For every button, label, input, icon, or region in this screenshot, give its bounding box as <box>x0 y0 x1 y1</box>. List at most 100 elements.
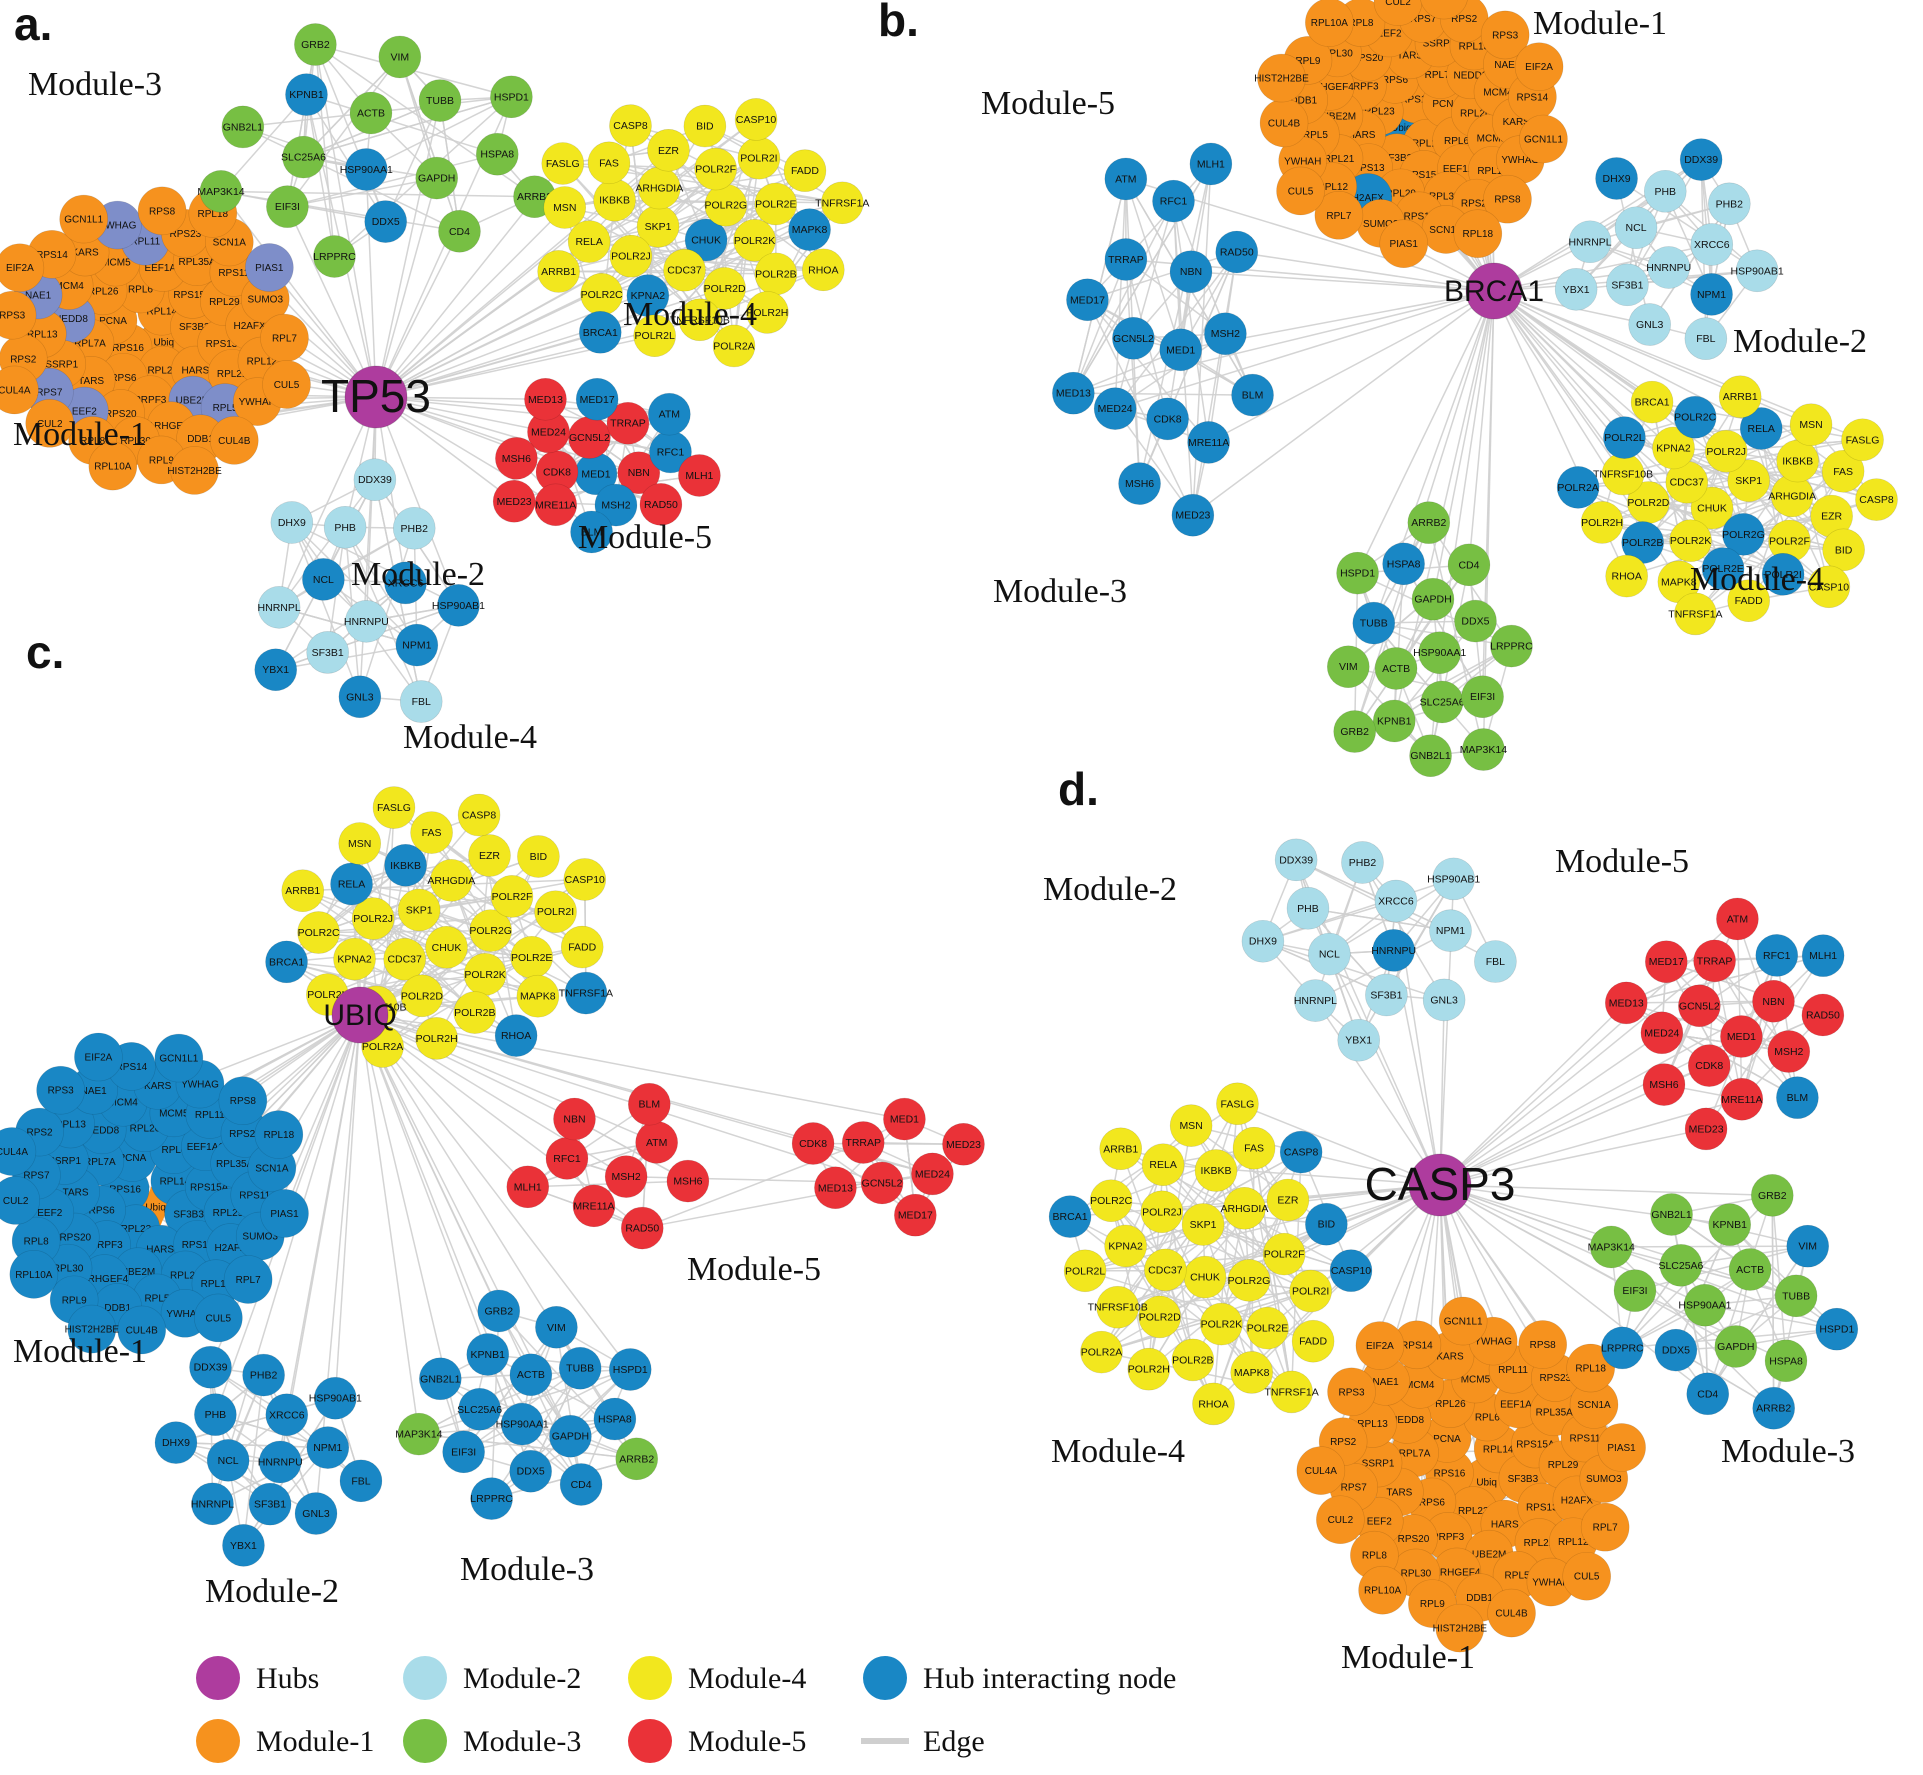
node-label-MCM5: MCM5 <box>1477 133 1507 144</box>
node-label-YWHAG: YWHAG <box>1501 155 1539 166</box>
node-label-POLR2F: POLR2F <box>492 891 533 903</box>
node-POLR2G <box>1722 513 1765 556</box>
node-CUL4A <box>0 365 39 415</box>
node-label-DHX9: DHX9 <box>1603 173 1631 185</box>
node-label-DDX39: DDX39 <box>1684 154 1718 166</box>
legend-label-Module-2: Module-2 <box>463 1662 581 1695</box>
node-label-GRB2: GRB2 <box>484 1305 513 1317</box>
node-label-GRB2: GRB2 <box>1758 1190 1787 1202</box>
node-FAS <box>410 811 453 854</box>
node-label-MLH1: MLH1 <box>1197 158 1225 170</box>
node-MSH2 <box>594 483 638 527</box>
node-label-RPS15A: RPS15A <box>173 290 212 301</box>
node-label-RPL11: RPL11 <box>195 1110 225 1121</box>
node-label-TUBB: TUBB <box>426 95 454 107</box>
node-label-RPL12: RPL12 <box>1317 182 1348 193</box>
node-DDX5 <box>509 1449 552 1493</box>
node-CUL4B <box>1487 1588 1536 1638</box>
node-MED23 <box>1684 1107 1728 1151</box>
node-GNB2L1 <box>1650 1193 1693 1236</box>
hub-node-TP53 <box>344 365 408 429</box>
node-label-SCN1A: SCN1A <box>255 1163 289 1174</box>
node-label-RELA: RELA <box>1747 423 1774 435</box>
node-label-ARRB2: ARRB2 <box>619 1453 654 1465</box>
node-HIST2H2BE <box>1435 1603 1485 1653</box>
node-label-MED23: MED23 <box>1689 1123 1724 1135</box>
module-label-d-Module-5: Module-5 <box>1555 843 1689 880</box>
node-label-GAPDH: GAPDH <box>552 1431 589 1443</box>
node-label-CASP8: CASP8 <box>1284 1147 1319 1159</box>
node-EZR <box>1266 1178 1310 1222</box>
node-label-POLR2C: POLR2C <box>1674 412 1716 424</box>
node-MSH2 <box>1204 312 1247 356</box>
node-label-GAPDH: GAPDH <box>1414 594 1451 606</box>
node-CASP8 <box>1279 1130 1323 1174</box>
node-label-RPL35A: RPL35A <box>1536 1407 1574 1418</box>
legend-swatch-Module-5 <box>628 1719 672 1763</box>
node-label-PHB2: PHB2 <box>250 1370 278 1382</box>
hub-label-TP53: TP53 <box>321 370 431 422</box>
node-label-RPL26: RPL26 <box>1435 1399 1466 1410</box>
node-RELA <box>567 220 611 263</box>
node-label-Ubiq: Ubiq <box>154 337 175 348</box>
node-label-RPS11: RPS11 <box>239 1191 270 1202</box>
legend-label-Module-4: Module-4 <box>688 1662 806 1695</box>
node-label-RPS15A: RPS15A <box>1405 170 1444 181</box>
node-label-DDX39: DDX39 <box>194 1362 228 1374</box>
node-label-MED17: MED17 <box>898 1210 933 1222</box>
node-NPM1 <box>306 1426 350 1469</box>
node-label-HSP90AA1: HSP90AA1 <box>1413 647 1466 659</box>
node-label-MSH6: MSH6 <box>1125 478 1154 490</box>
node-label-DDX5: DDX5 <box>1461 616 1489 628</box>
node-label-RPS14: RPS14 <box>1401 1340 1433 1351</box>
node-MSN <box>543 186 587 229</box>
node-CUL4A <box>1296 1446 1346 1495</box>
node-label-RPS7: RPS7 <box>1341 1483 1368 1494</box>
node-label-CASP8: CASP8 <box>1859 494 1894 506</box>
node-label-EIF2A: EIF2A <box>1525 62 1553 73</box>
node-GAPDH <box>549 1414 592 1458</box>
node-label-RELA: RELA <box>1149 1159 1176 1171</box>
node-label-MED23: MED23 <box>497 496 532 508</box>
node-ARRB2 <box>1752 1386 1795 1430</box>
node-HSPD1 <box>490 75 533 119</box>
node-label-GCN1L1: GCN1L1 <box>64 215 103 226</box>
node-PIAS1 <box>1379 219 1429 269</box>
node-label-NBN: NBN <box>1180 266 1202 278</box>
node-label-CDK8: CDK8 <box>799 1138 827 1150</box>
node-label-RPL12: RPL12 <box>1558 1537 1589 1548</box>
node-POLR2B <box>453 991 497 1034</box>
node-label-XRCC6: XRCC6 <box>269 1409 305 1421</box>
node-label-RPL8: RPL8 <box>1362 1551 1387 1562</box>
node-DDX39 <box>189 1345 232 1389</box>
legend-swatch-Module-2 <box>403 1656 447 1700</box>
node-label-HSPD1: HSPD1 <box>1340 568 1375 580</box>
node-label-CUL4B: CUL4B <box>1495 1609 1528 1620</box>
node-POLR2A <box>1080 1330 1123 1374</box>
node-label-POLR2D: POLR2D <box>1627 497 1669 509</box>
node-label-TARS: TARS <box>63 1187 89 1198</box>
node-TRRAP <box>841 1121 885 1164</box>
module-label-c-Module-5: Module-5 <box>687 1251 821 1288</box>
node-EZR <box>468 834 511 877</box>
node-label-FBL: FBL <box>351 1475 370 1487</box>
node-BID <box>1822 528 1865 572</box>
node-label-TUBB: TUBB <box>566 1363 594 1375</box>
node-label-RPL7A: RPL7A <box>1425 70 1457 81</box>
node-label-GNL3: GNL3 <box>1430 994 1458 1006</box>
node-label-SKP1: SKP1 <box>1190 1219 1217 1231</box>
node-label-EIF3I: EIF3I <box>1622 1285 1647 1297</box>
node-EIF2A <box>1355 1321 1405 1370</box>
node-label-MED1: MED1 <box>890 1114 919 1126</box>
node-DDX5 <box>364 200 407 243</box>
module-label-c-Module-1: Module-1 <box>13 1333 147 1370</box>
node-label-RPL26: RPL26 <box>130 1123 161 1134</box>
node-label-POLR2I: POLR2I <box>1292 1286 1329 1298</box>
nodes-panel-a: Ubiq RPS16 RPL14 RPL23 PCNA SF3B3 RPS6 RPL6 HARS… <box>0 0 869 723</box>
node-label-POLR2E: POLR2E <box>511 952 552 964</box>
node-HNRNPL <box>1568 220 1612 264</box>
node-label-YBX1: YBX1 <box>230 1540 257 1552</box>
node-label-TARS: TARS <box>1397 50 1423 61</box>
node-label-RPS16: RPS16 <box>1400 95 1432 106</box>
node-label-ARHGEF4: ARHGEF4 <box>1433 1567 1481 1578</box>
